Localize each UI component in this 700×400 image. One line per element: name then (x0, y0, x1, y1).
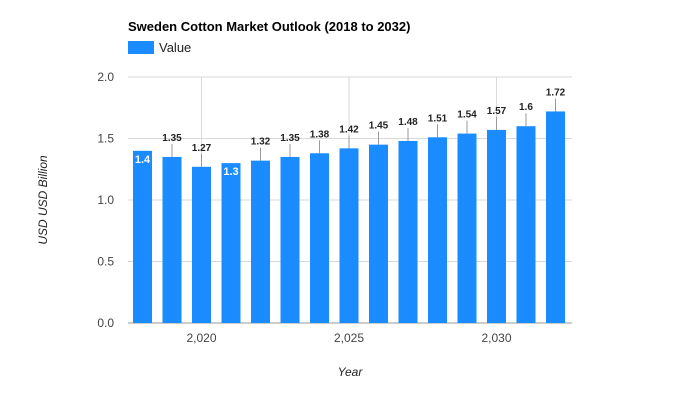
legend-swatch (128, 41, 154, 54)
bars (133, 111, 565, 323)
y-tick-label: 1.0 (97, 193, 114, 207)
bar-2018 (133, 150, 152, 323)
bar-2025 (339, 148, 359, 323)
x-tick-label: 2,030 (481, 331, 511, 345)
data-label-2019: 1.35 (162, 133, 182, 144)
y-tick-label: 1.5 (97, 132, 114, 146)
bar-2030 (487, 129, 506, 323)
data-label-2029: 1.54 (457, 110, 477, 121)
data-label-2021: 1.3 (223, 166, 238, 178)
bar-2027 (398, 140, 418, 323)
bar-2019 (162, 156, 182, 323)
bar-2028 (428, 137, 447, 323)
y-axis-title: USD USD Billion (36, 155, 50, 245)
bar-2031 (516, 126, 536, 323)
tick-labels: 0.0 0.5 1.0 1.5 2.0 2,020 2,025 2,030 (97, 70, 512, 345)
bar-2032 (546, 111, 565, 323)
x-tick-label: 2,025 (334, 331, 364, 345)
data-labels: 1.4 1.35 1.27 1.3 1.32 1.35 1.38 1.42 1.45 1.48 1.… (135, 87, 566, 178)
bar-2022 (251, 160, 270, 323)
data-label-2022: 1.32 (251, 137, 271, 148)
data-label-2030: 1.57 (487, 106, 507, 117)
bar-2020 (192, 166, 211, 323)
data-label-2023: 1.35 (280, 133, 300, 144)
bar-2026 (369, 144, 388, 323)
data-label-2027: 1.48 (398, 117, 418, 128)
y-tick-label: 2.0 (97, 70, 114, 84)
data-label-2032: 1.72 (546, 87, 566, 98)
data-label-2026: 1.45 (369, 121, 389, 132)
x-tick-label: 2,020 (186, 331, 216, 345)
data-label-2025: 1.42 (339, 124, 359, 135)
x-axis-title: Year (338, 365, 364, 379)
bar-2029 (457, 133, 477, 323)
bar-2024 (310, 153, 329, 323)
bar-2021 (221, 163, 241, 323)
data-label-2018: 1.4 (135, 154, 151, 166)
bar-2023 (280, 156, 300, 323)
data-label-2028: 1.51 (428, 113, 448, 124)
data-label-2024: 1.38 (310, 129, 330, 140)
legend-label: Value (159, 40, 191, 55)
chart-title: Sweden Cotton Market Outlook (2018 to 20… (128, 19, 410, 34)
data-label-2020: 1.27 (192, 143, 212, 154)
y-tick-label: 0.5 (97, 255, 114, 269)
y-tick-label: 0.0 (97, 316, 114, 330)
data-label-2031: 1.6 (519, 102, 533, 113)
